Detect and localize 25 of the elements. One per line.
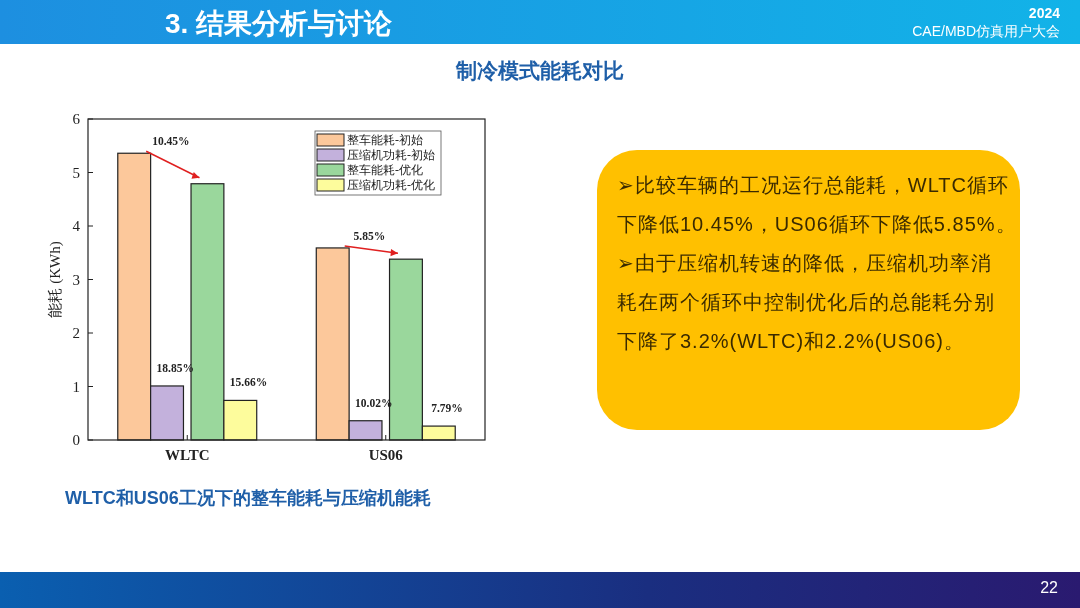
y-tick-label: 6	[72, 111, 81, 128]
y-tick-label: 2	[72, 325, 80, 342]
x-tick-label: US06	[368, 447, 404, 463]
annotation: 7.79%	[431, 402, 463, 415]
text: ➢由于压缩机转速的降低，压缩机功率消耗在两个循环中控制优化后的总能耗分别下降了3.2%(WLTC)和2.2%(US06)。	[617, 252, 995, 352]
text: 22	[1040, 579, 1059, 596]
text: 制冷模式能耗对比	[455, 59, 624, 82]
y-tick-label: 5	[72, 164, 80, 181]
annotation: 5.85%	[353, 229, 386, 242]
text: WLTC和US06工况下的整车能耗与压缩机能耗	[65, 488, 431, 508]
legend-label: 整车能耗-初始	[347, 133, 423, 148]
legend-label: 压缩机功耗-初始	[347, 148, 435, 163]
y-tick-label: 4	[72, 218, 81, 235]
y-axis-title: 能耗 (KWh)	[47, 241, 64, 318]
annotation: 15.66%	[229, 376, 268, 389]
y-tick-label: 0	[72, 432, 80, 449]
y-tick-label: 1	[72, 378, 80, 395]
text: 3. 结果分析与讨论	[165, 8, 394, 39]
annotation: 10.45%	[152, 135, 190, 148]
legend-label: 整车能耗-优化	[347, 163, 423, 178]
text: ➢比较车辆的工况运行总能耗，WLTC循环下降低10.45%，US06循环下降低5.85%。	[617, 174, 1017, 235]
y-tick-label: 3	[72, 271, 80, 288]
text: 2024 CAE/MBD仿真用户大会	[912, 5, 1061, 39]
x-tick-label: WLTC	[165, 447, 210, 463]
legend-label: 压缩机功耗-优化	[347, 178, 435, 193]
